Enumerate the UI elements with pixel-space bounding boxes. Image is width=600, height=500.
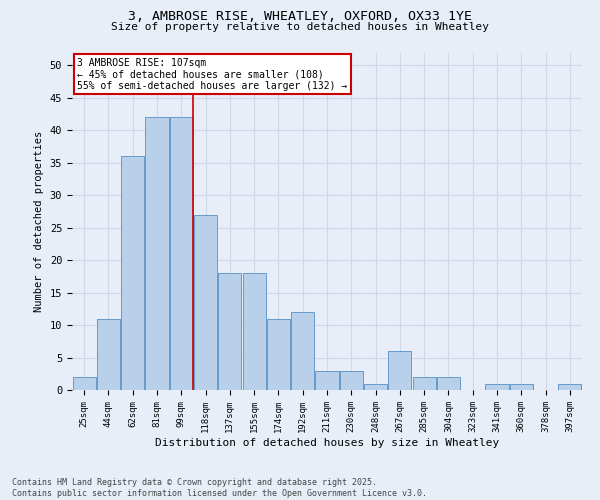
Bar [559, 384, 581, 390]
Y-axis label: Number of detached properties: Number of detached properties [34, 130, 44, 312]
Bar [388, 351, 412, 390]
Bar [413, 377, 436, 390]
Text: 3 AMBROSE RISE: 107sqm
← 45% of detached houses are smaller (108)
55% of semi-de: 3 AMBROSE RISE: 107sqm ← 45% of detached… [77, 58, 347, 91]
Bar [194, 215, 217, 390]
Bar [170, 118, 193, 390]
Bar [340, 370, 363, 390]
Text: Size of property relative to detached houses in Wheatley: Size of property relative to detached ho… [111, 22, 489, 32]
Bar [73, 377, 95, 390]
Bar [267, 318, 290, 390]
Bar [242, 273, 266, 390]
X-axis label: Distribution of detached houses by size in Wheatley: Distribution of detached houses by size … [155, 438, 499, 448]
Bar [145, 118, 169, 390]
Bar [291, 312, 314, 390]
Bar [510, 384, 533, 390]
Bar [485, 384, 509, 390]
Bar [218, 273, 241, 390]
Text: 3, AMBROSE RISE, WHEATLEY, OXFORD, OX33 1YE: 3, AMBROSE RISE, WHEATLEY, OXFORD, OX33 … [128, 10, 472, 23]
Bar [121, 156, 144, 390]
Bar [364, 384, 387, 390]
Bar [437, 377, 460, 390]
Bar [316, 370, 338, 390]
Text: Contains HM Land Registry data © Crown copyright and database right 2025.
Contai: Contains HM Land Registry data © Crown c… [12, 478, 427, 498]
Bar [97, 318, 120, 390]
